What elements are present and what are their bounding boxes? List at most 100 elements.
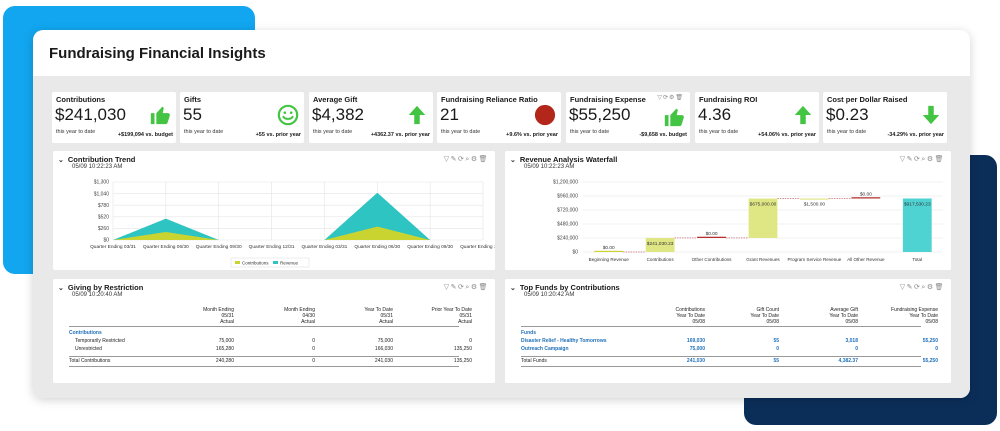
refresh-icon[interactable]: ⟳ (914, 284, 922, 291)
column-header: 05/08 (692, 319, 705, 325)
table-cell[interactable]: 75,000 (689, 346, 705, 352)
kpi-card: Average Gift $4,382 this year to date +4362… (309, 92, 433, 143)
y-tick-label: $0 (572, 250, 578, 256)
edit-icon[interactable]: ✎ (450, 156, 459, 163)
table-cell[interactable]: 55 (773, 338, 779, 344)
table-cell: 0 (469, 338, 472, 344)
table-cell: 0 (312, 346, 315, 352)
table-cell[interactable]: 0 (855, 346, 858, 352)
column-header: 05/08 (766, 319, 779, 325)
y-tick-label: $1,040 (94, 191, 110, 197)
legend-label: Revenue (280, 261, 299, 266)
data-label: $1,500.00 (804, 201, 826, 207)
table-cell: 166,030 (374, 346, 393, 352)
x-tick-label: All Other Revenue (847, 257, 885, 262)
page-title: Fundraising Financial Insights (49, 44, 266, 62)
table-cell[interactable]: 3,018 (845, 338, 858, 344)
total-cell: 241,030 (686, 358, 705, 364)
table-cell[interactable]: 169,030 (686, 338, 705, 344)
header-divider (521, 326, 921, 327)
table-cell: 0 (312, 338, 315, 344)
refresh-icon[interactable]: ⟳ (662, 95, 669, 101)
collapse-chevron-icon[interactable]: ⌄ (510, 285, 516, 292)
x-tick-label: Quarter Ending 09/30 (196, 244, 242, 250)
delete-icon[interactable]: 🗑 (934, 284, 945, 291)
column-header: Year To Date (829, 313, 858, 319)
row-label[interactable]: Outreach Campaign (521, 346, 569, 352)
search-icon[interactable]: ⌕ (921, 284, 927, 291)
row-label: Unrestricted (75, 346, 102, 352)
column-header: Actual (458, 319, 472, 325)
collapse-chevron-icon[interactable]: ⌄ (58, 285, 64, 292)
chart-legend: Contributions Revenue (230, 257, 310, 268)
data-label: $917,530.23 (904, 201, 931, 207)
filter-icon[interactable]: ▽ (443, 156, 451, 163)
waterfall-bar (748, 198, 778, 238)
column-header: Prior Year To Date (431, 307, 473, 313)
kpi-subtitle: this year to date (827, 129, 867, 135)
filter-icon[interactable]: ▽ (899, 284, 907, 291)
y-tick-label: $780 (98, 203, 109, 209)
refresh-icon[interactable]: ⟳ (458, 284, 466, 291)
header-divider (69, 326, 459, 327)
row-label[interactable]: Disaster Relief - Healthy Tomorrows (521, 338, 607, 344)
edit-icon[interactable]: ✎ (906, 156, 915, 163)
panel-toolbar: ▽✎⟳⌕⚙🗑 (444, 155, 489, 164)
kpi-value: 21 (440, 105, 459, 124)
refresh-icon[interactable]: ⟳ (458, 156, 466, 163)
table-cell: 165,280 (215, 346, 234, 352)
edit-icon[interactable]: ✎ (906, 284, 915, 291)
table-cell: 135,250 (453, 346, 472, 352)
total-label: Total Funds (521, 358, 547, 364)
collapse-chevron-icon[interactable]: ⌄ (510, 157, 516, 164)
search-icon[interactable]: ⌕ (921, 156, 927, 163)
column-header: 04/30 (302, 313, 315, 319)
total-cell: 55,250 (922, 358, 938, 364)
refresh-icon[interactable]: ⟳ (914, 156, 922, 163)
arrow-down-icon (920, 104, 942, 126)
settings-icon[interactable]: ⚙ (926, 284, 935, 291)
total-underline (69, 366, 459, 367)
column-header: Year To Date (750, 313, 779, 319)
thumbs-up-icon (149, 104, 171, 126)
settings-icon[interactable]: ⚙ (470, 156, 479, 163)
kpi-comparison: +4362.37 vs. prior year (370, 132, 430, 138)
collapse-chevron-icon[interactable]: ⌄ (58, 157, 64, 164)
settings-icon[interactable]: ⚙ (926, 156, 935, 163)
column-header: Year To Date (909, 313, 938, 319)
table-cell[interactable]: 55,250 (922, 338, 938, 344)
smiley-icon (277, 104, 299, 126)
search-icon[interactable]: ⌕ (465, 284, 471, 291)
kpi-value: 4.36 (698, 105, 732, 124)
y-tick-label: $0 (103, 238, 109, 244)
total-cell: 135,250 (453, 358, 472, 364)
panel-timestamp: 05/09 10:20:40 AM (72, 292, 123, 298)
settings-icon[interactable]: ⚙ (668, 95, 676, 101)
kpi-card: Cost per Dollar Raised $0.23 this year to … (823, 92, 947, 143)
kpi-title: Fundraising ROI (699, 95, 758, 104)
y-tick-label: $1,300 (94, 180, 110, 186)
filter-icon[interactable]: ▽ (657, 95, 663, 101)
filter-icon[interactable]: ▽ (443, 284, 451, 291)
total-cell: 241,030 (374, 358, 393, 364)
kpi-title: Gifts (184, 95, 202, 104)
legend-box (230, 257, 310, 268)
kpi-card: Fundraising Expense $55,250 this year to d… (566, 92, 690, 143)
delete-icon[interactable]: 🗑 (478, 284, 489, 291)
x-tick-label: Program Service Revenue (787, 257, 841, 262)
search-icon[interactable]: ⌕ (465, 156, 471, 163)
panel-timestamp: 05/09 10:22:23 AM (524, 164, 575, 170)
filter-icon[interactable]: ▽ (899, 156, 907, 163)
funds-table: Contributions Year To Date 05/08 Gift Count… (521, 307, 938, 377)
table-cell[interactable]: 0 (935, 346, 938, 352)
revenue-waterfall-panel: ⌄ Revenue Analysis Waterfall 05/09 10:22:… (505, 151, 951, 270)
kpi-value: $55,250 (569, 105, 631, 124)
waterfall-bar (594, 250, 624, 252)
delete-icon[interactable]: 🗑 (934, 156, 945, 163)
table-cell[interactable]: 0 (776, 346, 779, 352)
legend-swatch (273, 261, 278, 264)
edit-icon[interactable]: ✎ (450, 284, 459, 291)
settings-icon[interactable]: ⚙ (470, 284, 479, 291)
delete-icon[interactable]: 🗑 (675, 95, 684, 101)
delete-icon[interactable]: 🗑 (478, 156, 489, 163)
